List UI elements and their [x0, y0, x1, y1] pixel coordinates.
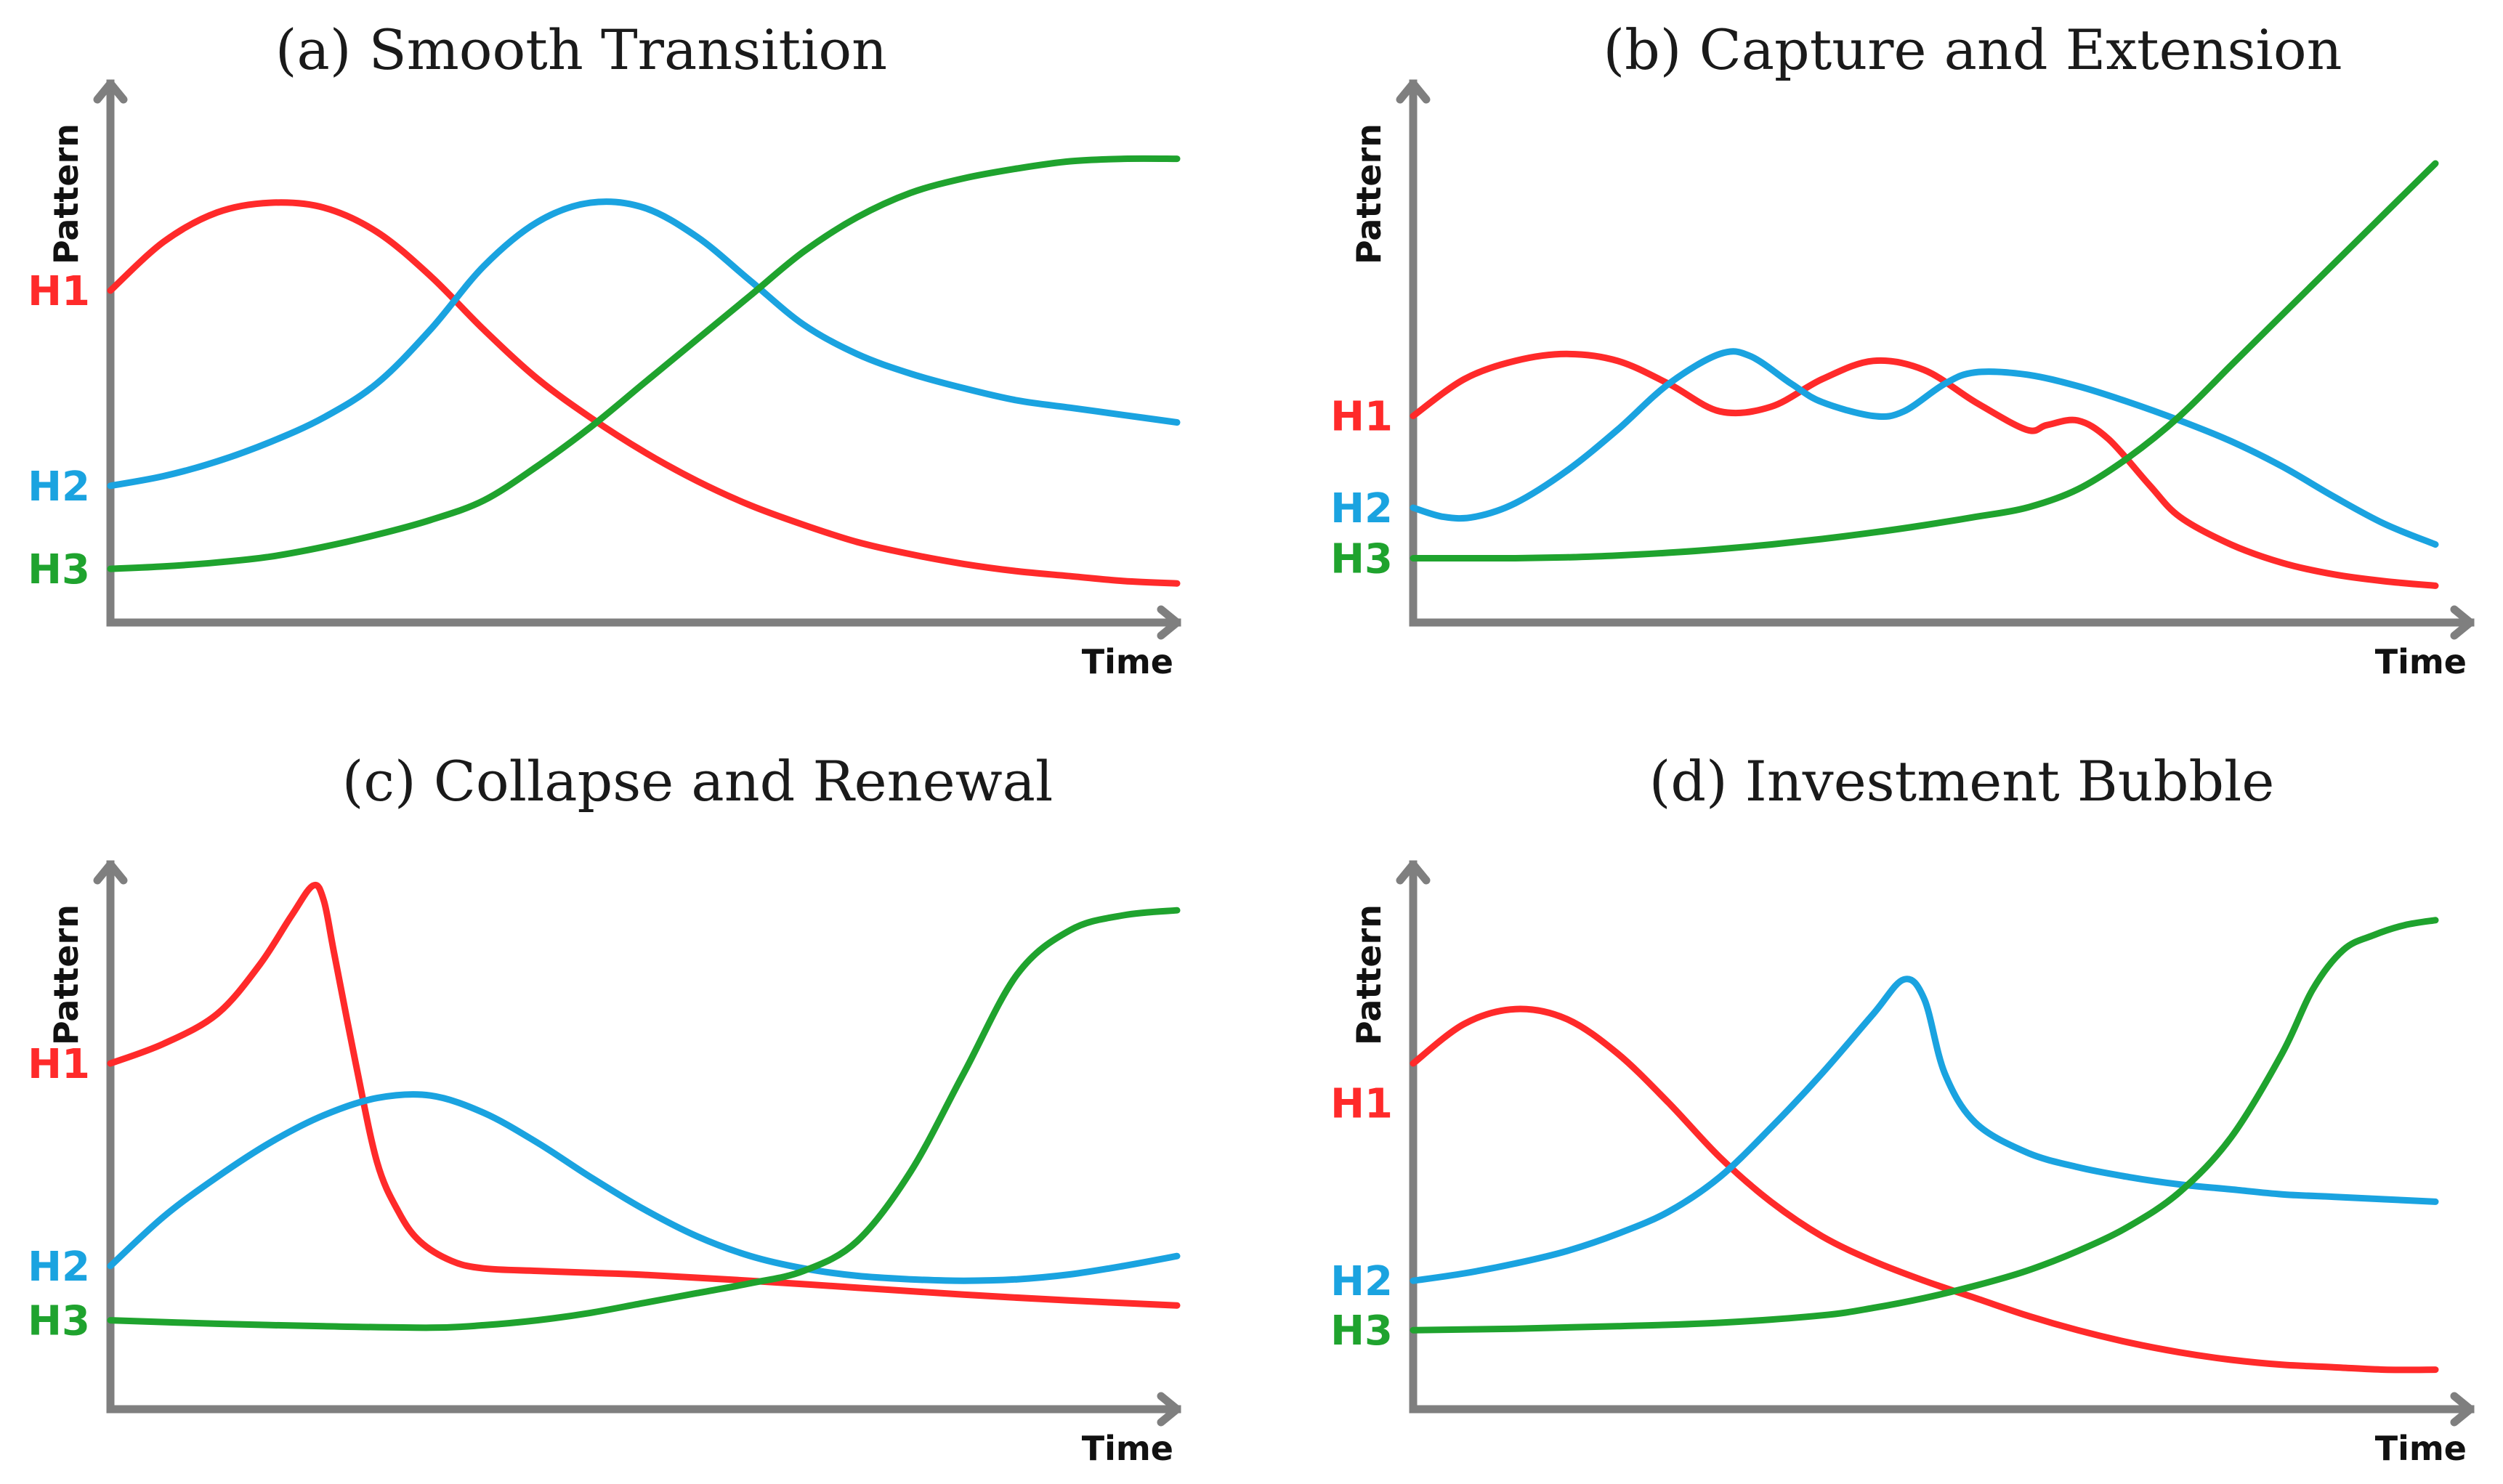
x-axis-label: Time [2375, 1429, 2467, 1468]
series-label-h1: H1 [28, 268, 90, 315]
panel-title: (a) Smooth Transition [275, 17, 887, 82]
panel-title: (d) Investment Bubble [1649, 749, 2275, 814]
series-label-h3: H3 [1330, 1307, 1393, 1355]
y-axis-arrow-icon [93, 860, 128, 885]
x-axis-label: Time [1082, 642, 1173, 681]
series-label-h1: H1 [28, 1041, 90, 1088]
x-axis-arrow-icon [2450, 1392, 2475, 1427]
y-axis-label: Pattern [46, 904, 86, 1045]
series-label-h3: H3 [28, 1298, 90, 1345]
y-axis-label: Pattern [46, 123, 86, 264]
series-line-h1 [107, 199, 1181, 587]
series-label-h3: H3 [1330, 536, 1393, 583]
series-line-h3 [1410, 160, 2439, 562]
x-axis-arrow-icon [1157, 605, 1181, 640]
series-line-h1 [107, 881, 1181, 1309]
series-label-h2: H2 [28, 463, 90, 511]
panel-title: (b) Capture and Extension [1603, 17, 2342, 82]
series-label-h1: H1 [1330, 394, 1393, 441]
series-line-h2 [1410, 976, 2439, 1284]
series-label-h2: H2 [1330, 485, 1393, 532]
x-axis-arrow-icon [1157, 1392, 1181, 1427]
y-axis-arrow-icon [1396, 79, 1431, 104]
y-axis-arrow-icon [93, 79, 128, 104]
y-axis-label: Pattern [1349, 904, 1388, 1045]
chart-panel-b: (b) Capture and Extension Time Pattern H1 H… [1330, 17, 2475, 681]
panel-title: (c) Collapse and Renewal [342, 749, 1054, 814]
series-line-h3 [107, 907, 1181, 1331]
series-line-h2 [107, 1091, 1181, 1284]
series-line-h1 [1410, 350, 2439, 589]
series-line-h3 [107, 155, 1181, 572]
series-line-h3 [1410, 917, 2439, 1334]
series-line-h1 [1410, 1005, 2439, 1374]
x-axis-label: Time [2375, 642, 2467, 681]
y-axis-arrow-icon [1396, 860, 1431, 885]
series-label-h3: H3 [28, 546, 90, 593]
series-label-h2: H2 [1330, 1258, 1393, 1305]
x-axis-arrow-icon [2450, 605, 2475, 640]
series-label-h2: H2 [28, 1244, 90, 1291]
y-axis-label: Pattern [1349, 123, 1388, 264]
x-axis-label: Time [1082, 1429, 1173, 1468]
series-label-h1: H1 [1330, 1080, 1393, 1127]
series-line-h2 [107, 198, 1181, 490]
series-line-h2 [1410, 348, 2439, 548]
